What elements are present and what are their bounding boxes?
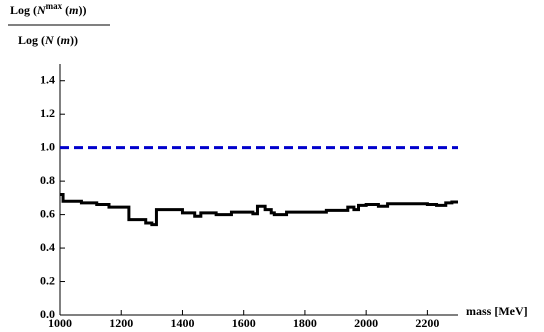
y-label-numerator: Log (Nmax (m)) [10,1,87,17]
y-label-denominator: Log (N (m)) [18,33,78,47]
label-part: max [46,1,63,11]
y-tick-label: 1.0 [40,139,55,153]
x-tick-label: 1000 [48,316,72,330]
y-tick-label: 0.0 [40,307,55,321]
x-tick-label: 2000 [354,316,378,330]
y-tick-label: 0.2 [40,273,55,287]
label-part: N [44,33,55,47]
y-tick-label: 0.4 [40,240,55,254]
x-tick-label: 1400 [170,316,194,330]
y-tick-label: 1.2 [40,106,55,120]
x-axis-label: mass [MeV] [466,304,528,318]
y-tick-label: 0.6 [40,206,55,220]
label-part: Log ( [10,3,37,17]
data-line [60,193,458,227]
label-part: m [69,3,78,17]
label-part: )) [70,33,78,47]
x-tick-label: 1200 [109,316,133,330]
x-tick-label: 2200 [415,316,439,330]
label-part: )) [79,3,87,17]
x-tick-label: 1600 [232,316,256,330]
y-tick-label: 1.4 [40,72,55,86]
label-part: Log ( [18,33,45,47]
label-part: ( [62,3,69,17]
label-part: m [61,33,70,47]
y-tick-label: 0.8 [40,173,55,187]
x-tick-label: 1800 [293,316,317,330]
label-part: ( [54,33,61,47]
label-part: N [36,3,47,17]
